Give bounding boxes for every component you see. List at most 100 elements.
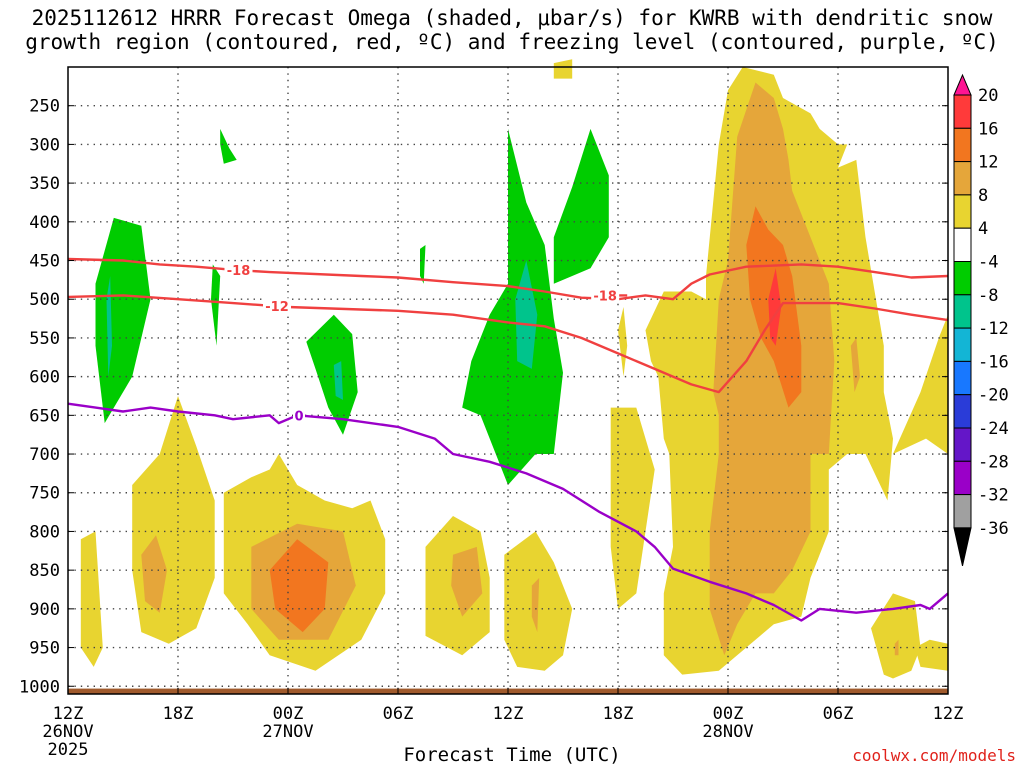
- colorbar-label-12: -32: [978, 486, 1009, 506]
- contour-label--18-1: -18: [593, 289, 617, 304]
- omega-shaded-regions: [80, 59, 948, 679]
- omega-region-16-26: [768, 268, 782, 346]
- credit-link[interactable]: coolwx.com/models: [852, 746, 1016, 765]
- y-tick-label-550: 550: [29, 329, 60, 349]
- colorbar-label-2: 12: [978, 153, 998, 173]
- omega-region-4-12: [132, 396, 215, 644]
- colorbar-box-10: [953, 394, 972, 429]
- colorbar-box-5: [953, 227, 972, 262]
- omega-region-4-10: [553, 59, 573, 79]
- y-tick-label-750: 750: [29, 484, 60, 504]
- contour-label--18-0: -18: [227, 264, 251, 279]
- contour-label-bg-2: [263, 298, 291, 314]
- omega-region--8-2: [220, 128, 237, 164]
- colorbar-box-1: [953, 94, 972, 129]
- y-tick-label-650: 650: [29, 406, 60, 426]
- omega-region--12-1: [106, 276, 112, 377]
- x-tick-label-8: 12Z: [933, 704, 964, 724]
- colorbar-bottom-triangle: [953, 527, 972, 567]
- y-tick-label-700: 700: [29, 445, 60, 465]
- colorbar-top-triangle: [953, 73, 972, 96]
- omega-region-8-24: [709, 82, 835, 656]
- omega-region--8-7: [462, 128, 563, 485]
- y-tick-label-850: 850: [29, 561, 60, 581]
- x-tick-sublabel-0-0: 26NOV: [42, 722, 93, 742]
- colorbar-box-7: [953, 294, 972, 329]
- omega-region--12-5: [333, 361, 343, 400]
- contour-line-0-3: [67, 402, 949, 622]
- x-tick-label-5: 18Z: [603, 704, 634, 724]
- omega-region-4-28: [893, 314, 948, 454]
- colorbar-box-11: [953, 427, 972, 462]
- colorbar-label-9: -20: [978, 386, 1009, 406]
- contour-label-0-3: 0: [294, 409, 303, 424]
- omega-region--8-3: [211, 264, 221, 346]
- omega-region-8-18: [451, 546, 483, 617]
- omega-region--8-4: [306, 314, 358, 435]
- colorbar-label-4: 4: [978, 219, 988, 239]
- omega-region-4-11: [80, 531, 103, 667]
- colorbar-legend: 20 16 12 8 4 -4 -8 -12 -16 -20 -24 -28 -32 -36: [953, 73, 1009, 567]
- colorbar-label-6: -8: [978, 286, 998, 306]
- contour-label-bg-3: [293, 407, 305, 423]
- contour-line--18-0: [67, 257, 949, 301]
- y-tick-label-950: 950: [29, 639, 60, 659]
- temperature-contours: -18 -18 -12 0: [67, 257, 949, 622]
- colorbar-box-12: [953, 460, 972, 496]
- chart-title: 2025112612 HRRR Forecast Omega (shaded, …: [0, 6, 1024, 54]
- y-tick-label-400: 400: [29, 213, 60, 233]
- colorbar-label-5: -4: [978, 253, 998, 273]
- y-tick-label-450: 450: [29, 252, 60, 272]
- colorbar-box-8: [953, 327, 972, 362]
- x-tick-sublabel-0-1: 2025: [48, 740, 89, 760]
- y-tick-label-800: 800: [29, 522, 60, 542]
- colorbar-label-0: 20: [978, 86, 998, 106]
- colorbar-label-3: 8: [978, 186, 988, 206]
- y-tick-label-1000: 1000: [19, 677, 60, 697]
- contour-label-bg-1: [591, 287, 620, 303]
- colorbar-box-9: [953, 360, 972, 396]
- y-tick-label-300: 300: [29, 135, 60, 155]
- x-tick-label-4: 12Z: [493, 704, 524, 724]
- x-tick-sublabel-2-0: 27NOV: [262, 722, 313, 742]
- chart-title-line-1: 2025112612 HRRR Forecast Omega (shaded, …: [31, 6, 993, 30]
- x-tick-label-6: 00Z: [713, 704, 744, 724]
- omega-region-8-20: [531, 577, 540, 633]
- omega-region-8-13: [141, 535, 167, 613]
- omega-region-4-22: [618, 307, 628, 377]
- contour-label--12-2: -12: [265, 300, 289, 315]
- omega-region-8-27: [850, 337, 860, 393]
- colorbar-label-1: 16: [978, 119, 998, 139]
- colorbar-box-4: [953, 194, 972, 229]
- y-axis: 250 300 350 400 450 500 550 600 650 700 750 800 850 9…: [19, 97, 948, 697]
- colorbar-label-7: -12: [978, 319, 1009, 339]
- omega-region-12-16: [269, 539, 329, 633]
- colorbar-box-2: [953, 127, 972, 163]
- y-tick-label-250: 250: [29, 97, 60, 117]
- chart-title-line-2: growth region (contoured, red, ºC) and f…: [25, 30, 999, 54]
- x-tick-label-1: 18Z: [163, 704, 194, 724]
- colorbar-label-8: -16: [978, 352, 1009, 372]
- omega-region-4-21: [610, 407, 655, 609]
- colorbar-box-6: [953, 261, 972, 296]
- omega-region--8-6: [420, 245, 426, 284]
- omega-region-8-31: [894, 639, 899, 656]
- colorbar-box-3: [953, 161, 972, 196]
- colorbar-label-11: -28: [978, 452, 1009, 472]
- x-axis-title: Forecast Time (UTC): [403, 744, 621, 766]
- y-tick-label-600: 600: [29, 368, 60, 388]
- colorbar-label-10: -24: [978, 419, 1009, 439]
- contour-label-bg-0: [224, 262, 253, 278]
- y-tick-label-900: 900: [29, 600, 60, 620]
- y-tick-label-500: 500: [29, 290, 60, 310]
- x-tick-label-3: 06Z: [383, 704, 414, 724]
- x-tick-label-7: 06Z: [823, 704, 854, 724]
- colorbar-box-13: [953, 494, 972, 529]
- omega-region--8-0: [95, 217, 151, 424]
- x-tick-label-0: 12Z: [53, 704, 84, 724]
- contour-line--12-2: [67, 294, 949, 394]
- x-tick-sublabel-6-0: 28NOV: [702, 722, 753, 742]
- omega-region-4-29: [871, 593, 921, 679]
- x-tick-label-2: 00Z: [273, 704, 304, 724]
